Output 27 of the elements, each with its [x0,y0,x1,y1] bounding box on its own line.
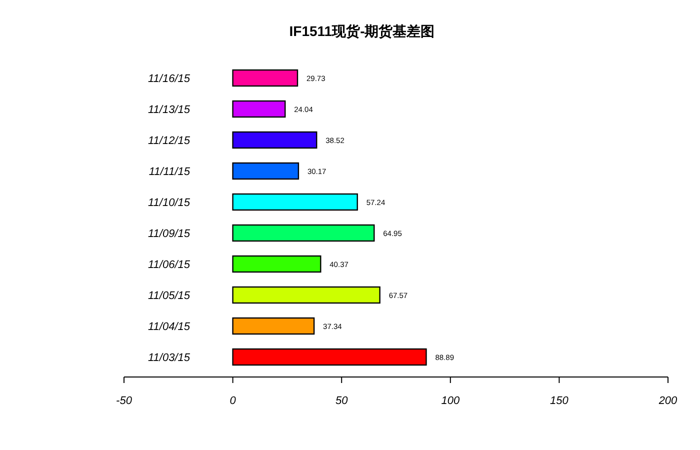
bar [232,224,375,242]
bar [232,69,298,87]
chart-title: IF1511现货-期货基差图 [289,23,435,39]
bar [232,348,427,366]
y-tick-label: 11/13/15 [148,104,191,116]
bar [232,162,300,180]
y-tick-label: 11/03/15 [148,352,191,364]
x-tick-label: 150 [550,395,570,407]
bar [232,100,286,118]
x-tick-label: -50 [116,395,133,407]
y-tick-label: 11/11/15 [148,166,191,178]
bar [232,317,315,335]
x-tick-label: 50 [335,395,349,407]
y-tick-label: 11/06/15 [148,259,191,271]
bar [232,255,322,273]
y-tick-label: 11/16/15 [148,73,191,85]
y-tick-label: 11/04/15 [148,321,191,333]
bar [232,286,380,304]
bar [232,193,358,211]
y-tick-label: 11/12/15 [148,135,191,147]
x-tick-label: 200 [658,395,678,407]
x-tick-label: 100 [441,395,460,407]
x-tick-label: 0 [230,395,237,407]
y-tick-label: 11/09/15 [148,228,191,240]
y-tick-label: 11/10/15 [148,197,191,209]
y-tick-label: 11/05/15 [148,290,191,302]
bar [232,131,318,149]
